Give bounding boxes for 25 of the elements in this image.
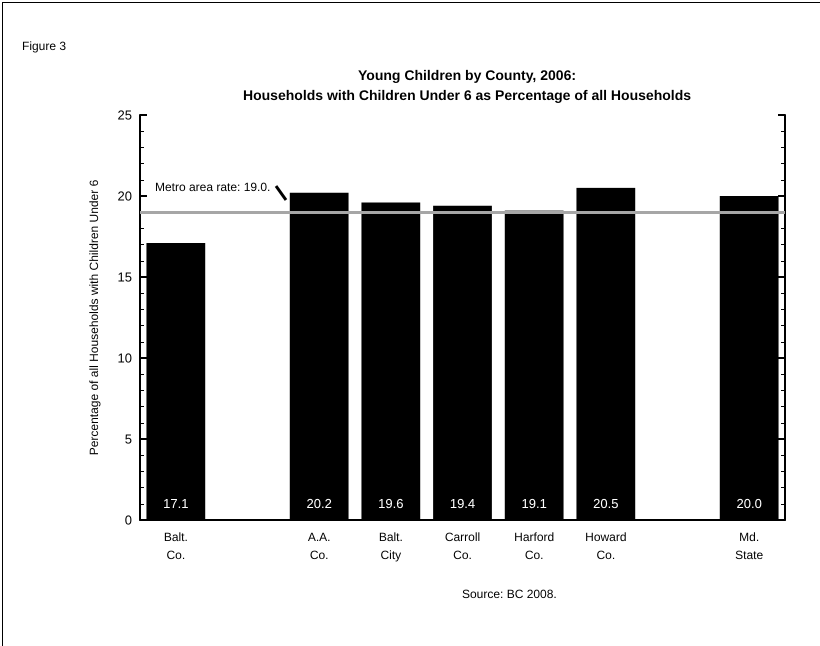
y-tick-label: 15 <box>118 270 132 284</box>
y-tick-label: 0 <box>124 512 132 528</box>
data-label: 20.5 <box>593 496 618 511</box>
chart-title: Young Children by County, 2006: Households with Children Under 6 as Percentage of all Households <box>242 67 692 103</box>
y-tick-label: 10 <box>118 350 132 366</box>
data-label: 17.1 <box>163 496 188 511</box>
y-tick-label: 5 <box>124 432 132 446</box>
x-tick-label: Balt. City <box>378 530 403 562</box>
data-label: 19.6 <box>378 496 404 511</box>
y-axis-title: Percentage of all Households with Children Under 6 <box>87 179 101 456</box>
y-tick-label: 25 <box>118 108 132 122</box>
x-tick-label: A.A. Co. <box>308 530 331 562</box>
source-note: Source: BC 2008. <box>462 587 557 601</box>
x-tick-label: Balt. Co. <box>164 530 188 562</box>
x-tick-label: Carroll Co. <box>444 530 480 562</box>
x-tick-label: Harford Co. <box>514 530 554 562</box>
data-label: 19.4 <box>450 496 476 511</box>
x-tick-label: Howard Co. <box>585 530 627 562</box>
data-label: 20.2 <box>306 496 332 511</box>
ref-line-label: Metro area rate: 19.0. <box>155 180 270 194</box>
data-label: 20.0 <box>736 496 762 511</box>
x-tick-label: Md. State <box>735 530 764 562</box>
data-label: 19.1 <box>522 496 547 511</box>
caption: Figure 3 <box>22 39 66 53</box>
y-tick-label: 20 <box>118 188 132 204</box>
